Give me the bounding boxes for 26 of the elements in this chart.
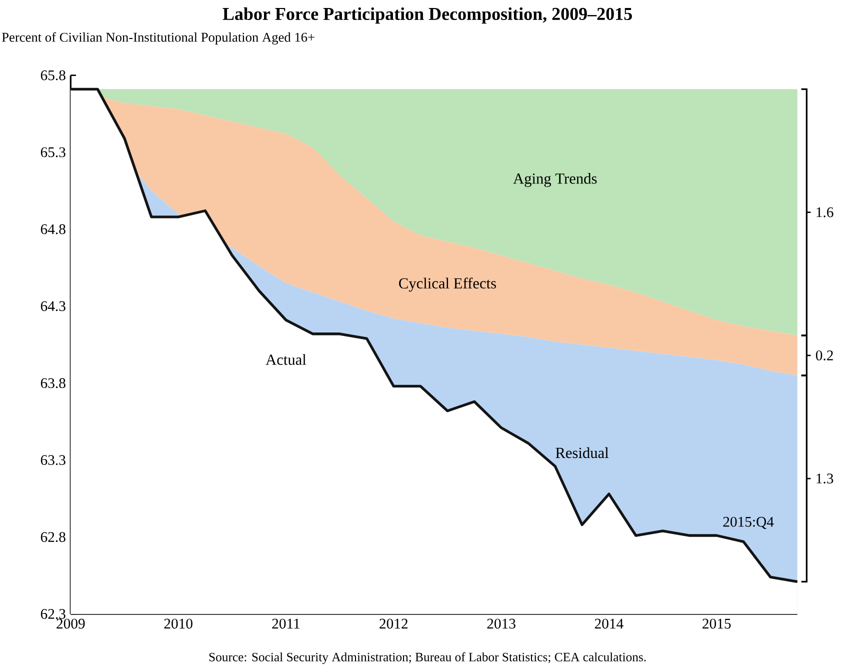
y-axis-title: Percent of Civilian Non-Institutional Population Aged 16+ [2,32,314,45]
series-label: Aging Trends [513,173,597,187]
y-tick-label: 64.3 [40,301,66,312]
y-tick-label: 63.3 [40,455,66,466]
text: 0.2 [816,350,833,360]
chart-title: Labor Force Participation Decomposition, 2009–2015 [222,7,632,24]
x-tick-label: 2015 [702,618,731,629]
annotation: 2015:Q4 [723,516,774,529]
y-tick-label: 65.8 [40,70,66,80]
text: 1.6 [816,207,834,218]
series-label: Residual [556,447,609,458]
x-tick-label: 2013 [487,618,516,629]
x-tick-label: 2009 [56,618,85,629]
source-note: Source: Social Security Administration; Bureau of Labor Statistics; CEA calculations. [209,652,646,664]
y-tick-label: 64.8 [40,224,66,234]
series-label: Cyclical Effects [399,278,496,292]
x-tick-label: 2010 [164,618,192,629]
x-tick-label: 2014 [594,618,624,629]
y-tick-label: 63.8 [40,378,66,388]
x-tick-label: 2012 [380,618,408,629]
x-tick-label: 2011 [272,618,300,629]
y-tick-label: 65.3 [40,147,66,158]
y-tick-label: 62.8 [40,532,66,542]
text: 1.3 [816,474,834,484]
series-label: Actual [266,354,306,365]
y-tick-label: 62.3 [40,609,66,619]
